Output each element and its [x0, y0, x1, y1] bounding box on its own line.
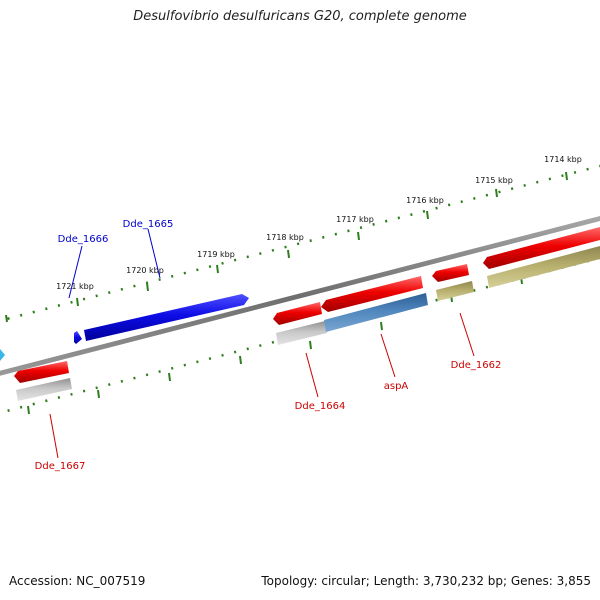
genome-summary-text: Topology: circular; Length: 3,730,232 bp… [261, 574, 591, 588]
gene-label-aspa[interactable]: aspA [384, 381, 409, 392]
accession-text: Accession: NC_007519 [9, 574, 146, 588]
gene-label-dde1666[interactable]: Dde_1666 [58, 234, 109, 245]
major-tick [146, 282, 149, 292]
cds-next-bar[interactable] [487, 246, 600, 288]
gene-label-dde1664[interactable]: Dde_1664 [295, 401, 346, 412]
major-tick [239, 355, 242, 365]
major-tick [380, 321, 383, 331]
gene-edge-arrow[interactable] [0, 349, 5, 361]
cds-dde1662-bar[interactable] [436, 281, 474, 301]
gene-aspa-arrow[interactable] [321, 276, 423, 312]
forward-tick-track [0, 164, 600, 323]
leader-line [49, 413, 59, 459]
major-tick [168, 372, 171, 382]
label-leaders [49, 228, 475, 459]
leader-line [380, 333, 396, 378]
tick-track-line [0, 164, 600, 323]
gene-dde1664-arrow[interactable] [273, 302, 322, 325]
major-tick [426, 210, 429, 220]
major-tick [309, 340, 312, 350]
kbp-label: 1717 kbp [336, 215, 374, 224]
gene-dde1662-arrow[interactable] [432, 264, 469, 282]
gene-label-dde1662[interactable]: Dde_1662 [451, 360, 502, 371]
major-tick [357, 231, 360, 241]
major-tick [97, 389, 100, 399]
kbp-label: 1719 kbp [197, 250, 235, 259]
major-tick [27, 405, 30, 415]
leader-line [459, 312, 475, 357]
major-tick [287, 249, 290, 259]
genome-backbone [0, 216, 600, 376]
cds-dde1667-bar[interactable] [16, 378, 72, 401]
kbp-label: 1716 kbp [406, 196, 444, 205]
gene-next-arrow[interactable] [483, 227, 600, 269]
gene-dde1666-arrow[interactable] [74, 331, 82, 344]
gene-dde1665-arrow[interactable] [84, 294, 249, 341]
major-tick [565, 171, 568, 181]
major-tick [216, 264, 219, 274]
major-tick [5, 314, 8, 323]
major-tick [76, 297, 79, 307]
map-title: Desulfovibrio desulfuricans G20, complet… [133, 9, 467, 24]
kbp-labels: 1714 kbp 1715 kbp 1716 kbp 1717 kbp 1718… [56, 155, 582, 291]
kbp-label: 1720 kbp [126, 266, 164, 275]
gene-labels: Dde_1666 Dde_1665 Dde_1664 aspA Dde_1662… [35, 219, 502, 472]
gene-label-dde1667[interactable]: Dde_1667 [35, 461, 86, 472]
leader-line [147, 228, 161, 279]
cds-aspa-bar[interactable] [324, 293, 428, 332]
kbp-label: 1714 kbp [544, 155, 582, 164]
major-tick [495, 188, 498, 198]
kbp-label: 1718 kbp [266, 233, 304, 242]
major-ticks [5, 171, 568, 323]
kbp-label: 1715 kbp [475, 176, 513, 185]
cds-dde1664-bar[interactable] [276, 321, 327, 345]
leader-line [68, 245, 83, 299]
gene-dde1667-arrow[interactable] [14, 361, 69, 383]
kbp-label: 1721 kbp [56, 282, 94, 291]
gene-label-dde1665[interactable]: Dde_1665 [123, 219, 174, 230]
leader-line [305, 352, 319, 398]
